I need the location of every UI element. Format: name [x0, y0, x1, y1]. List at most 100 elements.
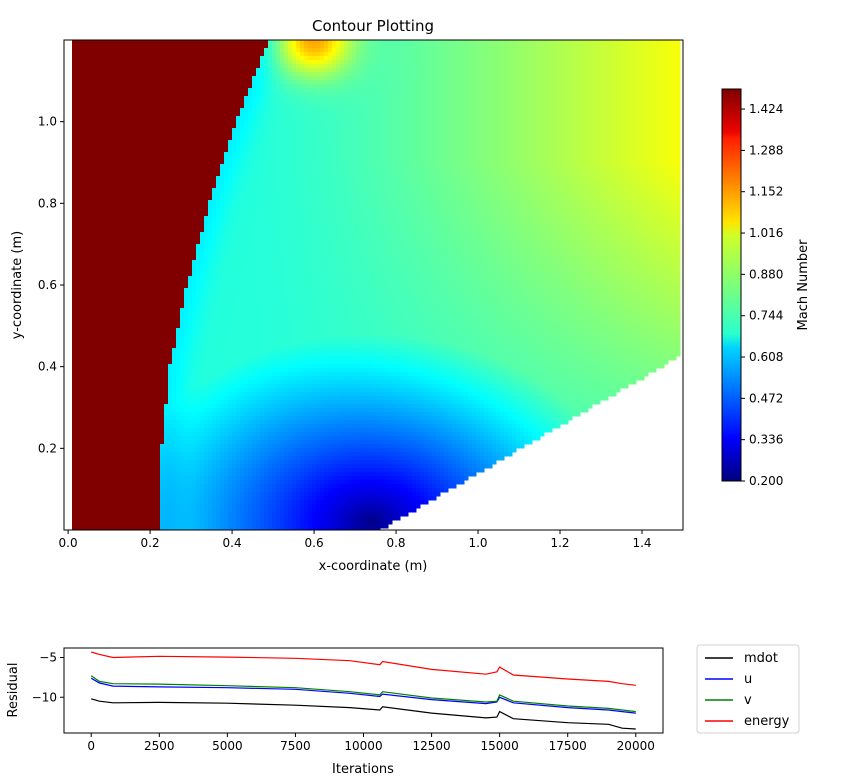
mach-cell: [140, 280, 145, 285]
mach-cell: [96, 80, 101, 85]
mach-cell: [188, 64, 193, 69]
mach-cell: [128, 528, 133, 530]
mach-cell: [80, 344, 85, 349]
mach-cell: [228, 468, 233, 473]
mach-cell: [92, 476, 97, 481]
mach-cell: [176, 384, 181, 389]
mach-cell: [80, 432, 85, 437]
mach-cell: [232, 96, 237, 101]
mach-cell: [116, 420, 121, 425]
mach-cell: [100, 380, 105, 385]
mach-cell: [120, 244, 125, 249]
mach-cell: [184, 412, 189, 417]
mach-cell: [212, 144, 217, 149]
mach-cell: [224, 80, 229, 85]
mach-cell: [196, 380, 201, 385]
mach-cell: [200, 480, 205, 485]
mach-cell: [216, 76, 221, 81]
mach-cell: [96, 124, 101, 129]
mach-cell: [132, 364, 137, 369]
mach-cell: [200, 64, 205, 69]
mach-cell: [204, 388, 209, 393]
mach-cell: [216, 316, 221, 321]
mach-cell: [144, 124, 149, 129]
mach-cell: [216, 372, 221, 377]
mach-cell: [180, 384, 185, 389]
mach-cell: [172, 240, 177, 245]
mach-cell: [192, 360, 197, 365]
mach-cell: [164, 444, 169, 449]
mach-cell: [112, 344, 117, 349]
mach-cell: [80, 312, 85, 317]
mach-cell: [72, 80, 77, 85]
mach-cell: [108, 228, 113, 233]
mach-cell: [172, 144, 177, 149]
mach-cell: [204, 368, 209, 373]
mach-cell: [232, 168, 237, 173]
mach-cell: [212, 416, 217, 421]
mach-cell: [196, 348, 201, 353]
mach-cell: [128, 304, 133, 309]
mach-cell: [116, 156, 121, 161]
mach-cell: [164, 196, 169, 201]
mach-cell: [100, 284, 105, 289]
mach-cell: [140, 264, 145, 269]
mach-cell: [140, 108, 145, 113]
mach-cell: [168, 80, 173, 85]
mach-cell: [176, 260, 181, 265]
mach-cell: [132, 304, 137, 309]
mach-cell: [136, 220, 141, 225]
mach-cell: [88, 500, 93, 505]
mach-cell: [140, 452, 145, 457]
mach-cell: [108, 472, 113, 477]
mach-cell: [172, 92, 177, 97]
mach-cell: [232, 156, 237, 161]
mach-cell: [200, 120, 205, 125]
mach-cell: [196, 388, 201, 393]
mach-cell: [216, 196, 221, 201]
mach-cell: [132, 204, 137, 209]
mach-cell: [160, 488, 165, 493]
mach-cell: [80, 148, 85, 153]
mach-cell: [144, 216, 149, 221]
mach-cell: [164, 512, 169, 517]
mach-cell: [164, 480, 169, 485]
mach-cell: [212, 468, 217, 473]
mach-cell: [176, 520, 181, 525]
mach-cell: [100, 440, 105, 445]
mach-cell: [224, 108, 229, 113]
mach-cell: [140, 340, 145, 345]
mach-cell: [100, 240, 105, 245]
mach-cell: [196, 400, 201, 405]
mach-cell: [204, 120, 209, 125]
mach-cell: [128, 60, 133, 65]
mach-cell: [100, 80, 105, 85]
mach-cell: [152, 200, 157, 205]
mach-cell: [104, 52, 109, 57]
mach-cell: [184, 292, 189, 297]
mach-cell: [96, 244, 101, 249]
mach-cell: [152, 512, 157, 517]
mach-cell: [104, 464, 109, 469]
mach-cell: [92, 64, 97, 69]
mach-cell: [100, 128, 105, 133]
mach-cell: [180, 476, 185, 481]
mach-cell: [208, 156, 213, 161]
mach-cell: [212, 360, 217, 365]
mach-cell: [232, 164, 237, 169]
mach-cell: [96, 176, 101, 181]
mach-cell: [128, 276, 133, 281]
mach-cell: [156, 220, 161, 225]
mach-cell: [104, 248, 109, 253]
mach-cell: [196, 320, 201, 325]
mach-cell: [196, 464, 201, 469]
mach-cell: [212, 300, 217, 305]
mach-cell: [192, 452, 197, 457]
mach-cell: [196, 64, 201, 69]
mach-cell: [128, 524, 133, 529]
mach-cell: [120, 428, 125, 433]
mach-cell: [192, 284, 197, 289]
mach-cell: [216, 256, 221, 261]
mach-cell: [208, 352, 213, 357]
mach-cell: [156, 200, 161, 205]
